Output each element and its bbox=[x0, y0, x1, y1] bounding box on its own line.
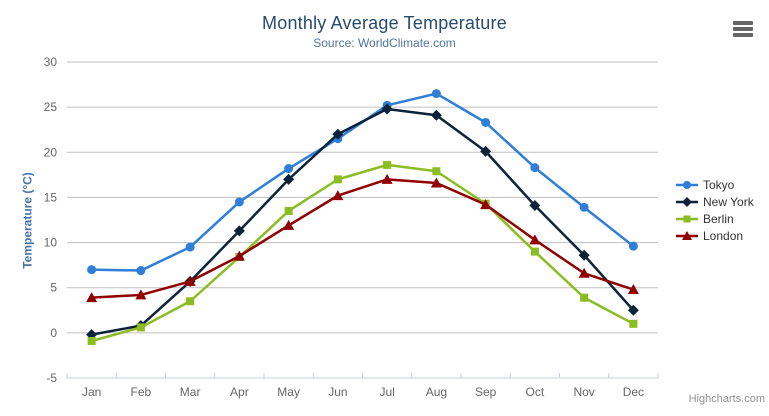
legend-symbol-new-york bbox=[676, 196, 698, 207]
series-marker-berlin[interactable] bbox=[136, 323, 145, 332]
legend-symbol-marker bbox=[682, 230, 692, 240]
y-tick-label: 0 bbox=[50, 326, 57, 340]
series-line-new-york[interactable] bbox=[90, 107, 635, 336]
credits-link[interactable]: Highcharts.com bbox=[688, 393, 765, 405]
series-marker-tokyo[interactable] bbox=[530, 163, 540, 173]
series-marker-new-york[interactable] bbox=[529, 200, 541, 212]
series-marker-tokyo[interactable] bbox=[579, 202, 589, 212]
legend-symbol-marker bbox=[682, 196, 692, 207]
series-marker-london[interactable] bbox=[480, 199, 492, 210]
legend-label: Berlin bbox=[703, 211, 734, 226]
series-marker-berlin[interactable] bbox=[432, 167, 441, 176]
series-marker-london[interactable] bbox=[283, 219, 295, 230]
legend-item-berlin[interactable]: Berlin bbox=[676, 210, 754, 227]
series-marker-london[interactable] bbox=[332, 190, 344, 201]
series-marker-tokyo[interactable] bbox=[136, 266, 146, 276]
y-tick-label: -5 bbox=[46, 371, 57, 385]
legend-label: Tokyo bbox=[703, 177, 735, 192]
x-tick-label: Jan bbox=[82, 385, 101, 399]
series-marker-tokyo[interactable] bbox=[284, 164, 294, 174]
series-marker-berlin[interactable] bbox=[284, 206, 293, 215]
legend-label: New York bbox=[703, 194, 754, 209]
series-marker-new-york[interactable] bbox=[430, 109, 442, 121]
x-tick-label: Jun bbox=[328, 385, 347, 399]
series-marker-berlin[interactable] bbox=[186, 297, 195, 306]
series-marker-berlin[interactable] bbox=[580, 293, 589, 302]
series-marker-london[interactable] bbox=[86, 292, 98, 303]
series-marker-berlin[interactable] bbox=[87, 336, 96, 345]
series-marker-new-york[interactable] bbox=[480, 145, 492, 157]
y-tick-label: 15 bbox=[44, 190, 58, 204]
series-marker-london[interactable] bbox=[184, 275, 196, 286]
series-marker-berlin[interactable] bbox=[629, 319, 638, 328]
series-marker-new-york[interactable] bbox=[233, 225, 245, 237]
legend-symbol-marker bbox=[683, 215, 691, 222]
series-marker-new-york[interactable] bbox=[381, 103, 393, 115]
series-marker-tokyo[interactable] bbox=[628, 241, 638, 251]
legend-item-london[interactable]: London bbox=[676, 227, 754, 244]
x-tick-label: Dec bbox=[623, 385, 644, 399]
series-marker-berlin[interactable] bbox=[530, 247, 539, 256]
legend-symbol-marker bbox=[683, 180, 691, 189]
export-menu-button[interactable] bbox=[733, 21, 753, 37]
series-marker-tokyo[interactable] bbox=[431, 89, 441, 99]
legend-item-tokyo[interactable]: Tokyo bbox=[676, 176, 754, 193]
series-marker-tokyo[interactable] bbox=[234, 197, 244, 207]
x-tick-label: Nov bbox=[573, 385, 594, 399]
series-marker-london[interactable] bbox=[381, 173, 393, 184]
series-marker-london[interactable] bbox=[578, 267, 590, 278]
series-marker-london[interactable] bbox=[135, 289, 147, 300]
y-tick-label: 30 bbox=[44, 55, 58, 69]
series-marker-tokyo[interactable] bbox=[87, 265, 97, 275]
series-marker-tokyo[interactable] bbox=[185, 242, 195, 252]
series-marker-london[interactable] bbox=[233, 250, 245, 261]
series-marker-tokyo[interactable] bbox=[481, 117, 491, 127]
x-tick-label: Sep bbox=[475, 385, 497, 399]
series-marker-new-york[interactable] bbox=[627, 304, 639, 316]
series-marker-london[interactable] bbox=[529, 234, 541, 245]
x-tick-label: Oct bbox=[526, 385, 545, 399]
series-marker-london[interactable] bbox=[430, 177, 442, 188]
y-axis-title: Temperature (°C) bbox=[20, 172, 35, 269]
y-tick-label: 5 bbox=[50, 281, 57, 295]
series-marker-berlin[interactable] bbox=[333, 175, 342, 184]
legend-symbol-tokyo bbox=[676, 180, 698, 189]
x-tick-label: Jul bbox=[379, 385, 394, 399]
legend: Tokyo New York Berlin London bbox=[676, 176, 754, 244]
series-marker-london[interactable] bbox=[627, 284, 639, 295]
series-line-berlin[interactable] bbox=[90, 163, 635, 343]
y-tick-label: 10 bbox=[44, 236, 58, 250]
y-tick-label: 25 bbox=[44, 100, 58, 114]
series-marker-new-york[interactable] bbox=[283, 173, 295, 185]
series-line-tokyo[interactable] bbox=[90, 92, 635, 272]
legend-item-new-york[interactable]: New York bbox=[676, 193, 754, 210]
series-marker-berlin[interactable] bbox=[383, 160, 392, 169]
x-tick-label: Mar bbox=[180, 385, 201, 399]
series-marker-new-york[interactable] bbox=[578, 249, 590, 261]
legend-symbol-london bbox=[676, 230, 698, 240]
x-tick-label: Aug bbox=[426, 385, 447, 399]
series-line-london[interactable] bbox=[90, 178, 635, 299]
y-tick-label: 20 bbox=[44, 145, 58, 159]
series-marker-new-york[interactable] bbox=[332, 128, 344, 140]
legend-label: London bbox=[703, 228, 744, 243]
x-tick-label: Apr bbox=[230, 385, 249, 399]
chart-subtitle: Source: WorldClimate.com bbox=[313, 36, 456, 50]
chart-title: Monthly Average Temperature bbox=[262, 13, 507, 33]
x-tick-label: Feb bbox=[131, 385, 152, 399]
x-tick-label: May bbox=[277, 385, 300, 399]
legend-symbol-berlin bbox=[676, 215, 698, 222]
